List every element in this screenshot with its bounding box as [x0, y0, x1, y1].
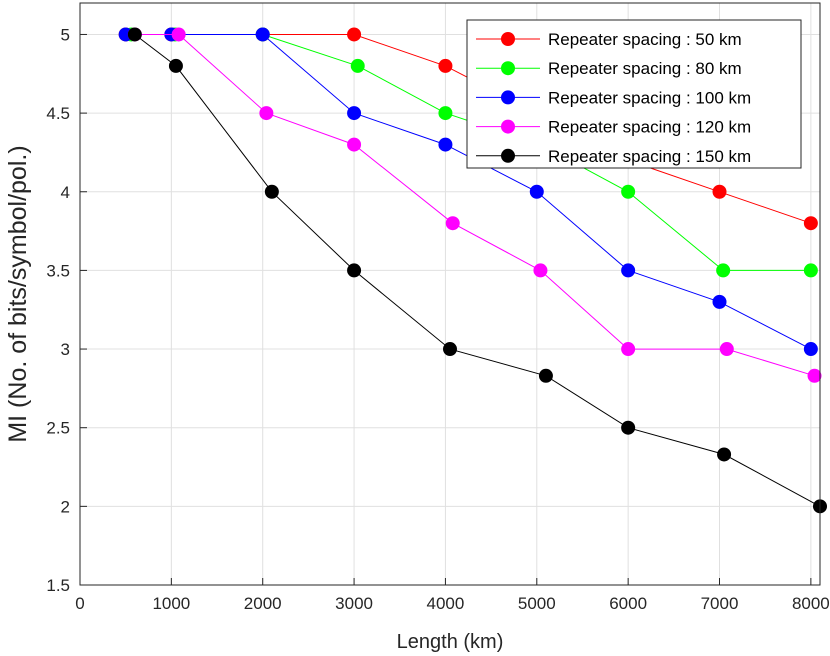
- data-point: [347, 263, 362, 278]
- x-tick-label: 3000: [335, 594, 373, 613]
- data-point: [538, 368, 553, 383]
- legend-entry: Repeater spacing : 100 km: [476, 88, 751, 107]
- y-tick-label: 3.5: [46, 261, 70, 280]
- data-point: [807, 368, 822, 383]
- data-point: [719, 342, 734, 357]
- legend-label: Repeater spacing : 120 km: [548, 118, 751, 137]
- plot-frame: [79, 2, 821, 586]
- legend-box: [466, 19, 802, 169]
- legend-label: Repeater spacing : 50 km: [548, 30, 742, 49]
- legend-entry: Repeater spacing : 120 km: [476, 118, 751, 137]
- data-point: [347, 137, 362, 152]
- data-point: [712, 294, 727, 309]
- data-point: [533, 263, 548, 278]
- data-point: [621, 420, 636, 435]
- data-point: [264, 184, 279, 199]
- data-point: [717, 447, 732, 462]
- x-tick-label: 8000: [792, 594, 830, 613]
- data-point: [438, 137, 453, 152]
- data-point: [803, 263, 818, 278]
- data-point: [438, 58, 453, 73]
- data-point: [168, 58, 183, 73]
- series-5: [127, 27, 827, 514]
- y-tick-label: 2: [61, 497, 70, 516]
- legend-label: Repeater spacing : 80 km: [548, 59, 742, 78]
- data-point: [255, 27, 270, 42]
- data-point: [443, 342, 457, 357]
- x-axis-title: Length (km): [397, 631, 504, 653]
- x-tick-label: 0: [75, 594, 84, 613]
- legend-marker-swatch: [501, 119, 515, 134]
- data-point: [803, 216, 818, 231]
- x-tick-label: 6000: [609, 594, 647, 613]
- data-point: [529, 184, 544, 199]
- x-tick-label: 4000: [427, 594, 465, 613]
- data-point: [803, 342, 818, 357]
- ticks: 0 1000 2000 3000 4000 5000 6000 7000 8000 1.5 2 2.5…: [46, 25, 829, 613]
- data-point: [621, 263, 636, 278]
- data-point: [621, 184, 636, 199]
- y-tick-label: 3: [61, 340, 70, 359]
- data-point: [127, 27, 142, 42]
- y-tick-label: 2.5: [46, 419, 70, 438]
- data-point: [347, 27, 362, 42]
- data-point: [621, 342, 636, 357]
- data-point: [350, 58, 365, 73]
- legend-label: Repeater spacing : 150 km: [548, 147, 751, 166]
- series-4: [127, 27, 822, 383]
- data-point: [259, 106, 274, 121]
- data-point: [445, 216, 460, 231]
- legend-marker-swatch: [501, 32, 515, 46]
- data-point: [171, 27, 186, 42]
- data-point: [712, 184, 727, 199]
- x-tick-label: 7000: [701, 594, 739, 613]
- legend-marker-swatch: [501, 90, 515, 105]
- y-tick-label: 4.5: [46, 104, 70, 123]
- legend: Repeater spacing : 50 km Repeater spacing…: [466, 19, 802, 169]
- y-tick-label: 4: [61, 183, 70, 202]
- data-point: [438, 106, 453, 121]
- series-3: [118, 27, 818, 357]
- legend-entry: Repeater spacing : 50 km: [476, 30, 742, 49]
- y-tick-label: 1.5: [46, 576, 70, 595]
- x-tick-label: 5000: [518, 594, 556, 613]
- data-point: [716, 263, 731, 278]
- legend-marker-swatch: [501, 148, 515, 163]
- legend-entry: Repeater spacing : 150 km: [476, 147, 751, 166]
- x-tick-label: 2000: [244, 594, 282, 613]
- y-axis-title: MI (No. of bits/symbol/pol.): [4, 145, 32, 442]
- legend-label: Repeater spacing : 100 km: [548, 88, 751, 107]
- series-layer: [118, 27, 827, 514]
- x-tick-label: 1000: [152, 594, 190, 613]
- legend-entry: Repeater spacing : 80 km: [476, 59, 742, 78]
- data-point: [347, 106, 362, 121]
- y-tick-label: 5: [61, 25, 70, 44]
- legend-marker-swatch: [501, 61, 515, 76]
